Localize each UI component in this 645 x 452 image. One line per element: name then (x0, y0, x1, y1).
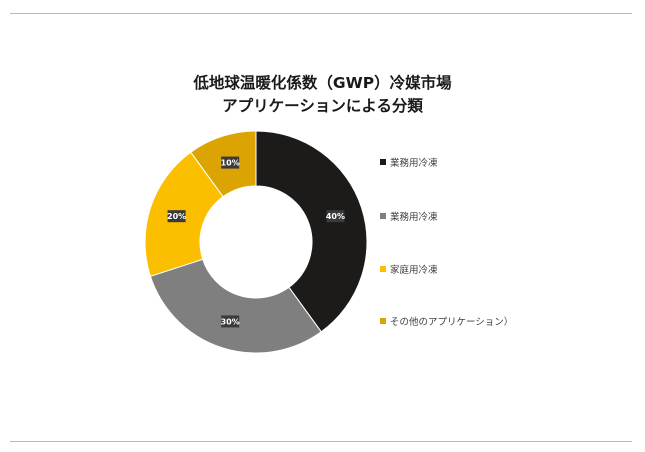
data-label-text-2: 30% (221, 317, 240, 326)
chart-title: 低地球温暖化係数（GWP）冷媒市場 アプリケーションによる分類 (0, 72, 645, 118)
data-label-1: 40% (326, 210, 345, 223)
chart-title-line-1: 低地球温暖化係数（GWP）冷媒市場 (193, 74, 452, 92)
data-label-bg-1 (326, 210, 345, 223)
data-label-bg-3 (167, 210, 186, 223)
legend-swatch-4 (380, 318, 386, 324)
legend-item-4: その他のアプリケーション） (380, 314, 513, 328)
bottom-divider (10, 441, 632, 442)
legend-label-3: 家庭用冷凍 (390, 265, 438, 276)
top-divider (10, 13, 632, 14)
chart-title-line-2: アプリケーションによる分類 (222, 97, 423, 115)
data-label-text-4: 10% (221, 159, 240, 168)
legend-item-3: 家庭用冷凍 (380, 262, 438, 276)
data-label-bg-2 (221, 315, 240, 328)
legend-label-2: 業務用冷凍 (390, 212, 438, 223)
data-label-2: 30% (221, 315, 240, 328)
data-label-text-3: 20% (167, 212, 186, 221)
donut-slice-1 (255, 130, 368, 333)
legend-label-1: 業務用冷凍 (390, 158, 438, 169)
legend-item-2: 業務用冷凍 (380, 209, 438, 223)
data-label-text-1: 40% (326, 212, 345, 221)
legend-swatch-1 (380, 159, 386, 165)
data-label-3: 20% (167, 210, 186, 223)
data-label-bg-4 (221, 156, 240, 169)
donut-slice-2 (149, 258, 322, 354)
legend-label-4: その他のアプリケーション） (390, 317, 514, 328)
legend-item-1: 業務用冷凍 (380, 155, 438, 169)
legend-swatch-2 (380, 213, 386, 219)
legend-swatch-3 (380, 266, 386, 272)
data-label-4: 10% (221, 156, 240, 169)
